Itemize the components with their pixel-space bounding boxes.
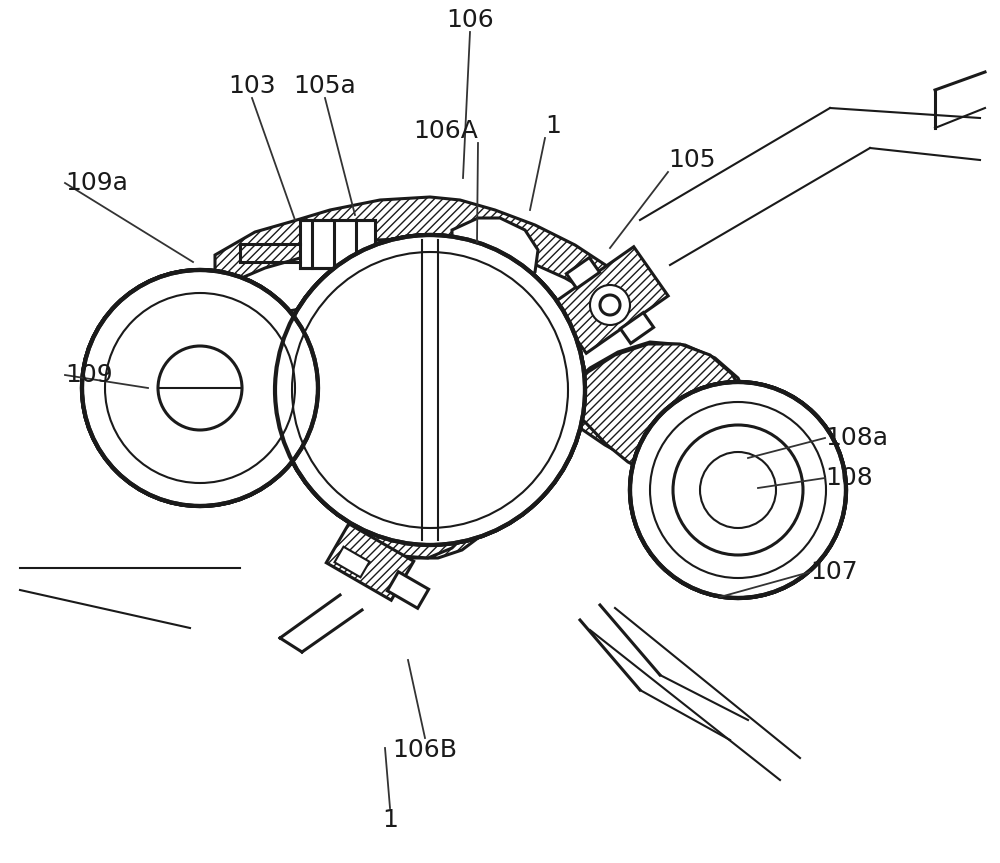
Text: 105: 105 [668,148,716,172]
Text: 109a: 109a [65,171,128,195]
Polygon shape [310,452,492,558]
Polygon shape [387,571,429,608]
Text: 108a: 108a [825,426,888,450]
Polygon shape [208,308,402,420]
Text: 105a: 105a [294,74,356,98]
Polygon shape [300,220,375,268]
Circle shape [275,235,585,545]
Text: 106: 106 [446,8,494,32]
Text: 107: 107 [810,560,858,584]
Polygon shape [620,312,654,343]
Polygon shape [452,218,538,292]
Polygon shape [566,257,600,288]
Polygon shape [215,197,630,310]
Text: 106A: 106A [413,119,478,143]
Circle shape [630,382,846,598]
Circle shape [82,270,318,506]
Text: 108: 108 [825,466,873,490]
Text: 1: 1 [545,114,561,138]
Text: 1: 1 [382,808,398,832]
Circle shape [82,270,318,506]
Polygon shape [560,342,748,472]
Circle shape [590,285,630,325]
Circle shape [630,382,846,598]
Polygon shape [552,247,668,353]
Text: 106B: 106B [392,738,458,762]
Polygon shape [326,524,414,601]
Text: 109: 109 [65,363,113,387]
Polygon shape [565,344,748,480]
Polygon shape [347,460,478,558]
Circle shape [275,235,585,545]
Polygon shape [335,546,369,577]
Text: 103: 103 [228,74,276,98]
